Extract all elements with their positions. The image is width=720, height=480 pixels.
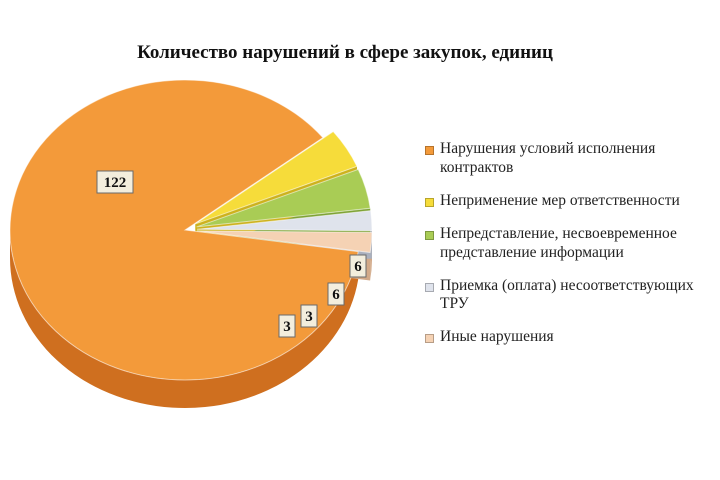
chart-legend: Нарушения условий исполнения контрактов …: [425, 140, 720, 361]
data-label-box: [327, 282, 345, 306]
data-label-text: 6: [332, 287, 340, 303]
legend-label: Иные нарушения: [440, 328, 554, 346]
pie-slice: [196, 230, 373, 254]
legend-swatch: [425, 230, 434, 240]
data-label-text: 3: [283, 319, 291, 335]
legend-swatch: [425, 197, 434, 207]
data-label: 3: [300, 304, 318, 328]
data-label-text: 6: [354, 259, 362, 275]
data-label-box: [96, 170, 134, 194]
legend-swatch: [425, 334, 434, 344]
legend-label: Неприменение мер ответственности: [440, 191, 680, 209]
legend-swatch: [425, 146, 434, 155]
pie-slice: [196, 210, 373, 232]
legend-item: Неприменение мер ответственности: [425, 192, 720, 211]
pie-slice: [196, 168, 371, 228]
legend-label: Нарушения условий исполнения контрактов: [440, 140, 656, 176]
legend-item: Нарушения условий исполнения контрактов: [425, 140, 720, 178]
data-label: 6: [349, 254, 367, 278]
chart-title: Количество нарушений в сфере закупок, ед…: [137, 42, 553, 63]
legend-label: Непредставление, несвоевременное предста…: [440, 224, 677, 261]
data-label: 3: [278, 314, 296, 338]
data-label-box: [278, 314, 296, 338]
data-label-text: 122: [104, 175, 127, 191]
legend-item: Иные нарушения: [425, 328, 720, 347]
data-label-text: 3: [305, 309, 313, 325]
data-label: 6: [327, 282, 345, 306]
data-label-box: [349, 254, 367, 278]
legend-swatch: [425, 282, 434, 292]
pie-slice: [9, 79, 359, 381]
data-label-box: [300, 304, 318, 328]
data-label: 122: [96, 170, 134, 194]
pie-slice-side: [10, 230, 359, 408]
legend-label: Приемка (оплата) несоответствующих ТРУ: [440, 276, 694, 313]
legend-item: Непредставление, несвоевременное предста…: [425, 225, 720, 263]
pie-slice: [195, 130, 358, 225]
legend-item: Приемка (оплата) несоответствующих ТРУ: [425, 277, 720, 315]
